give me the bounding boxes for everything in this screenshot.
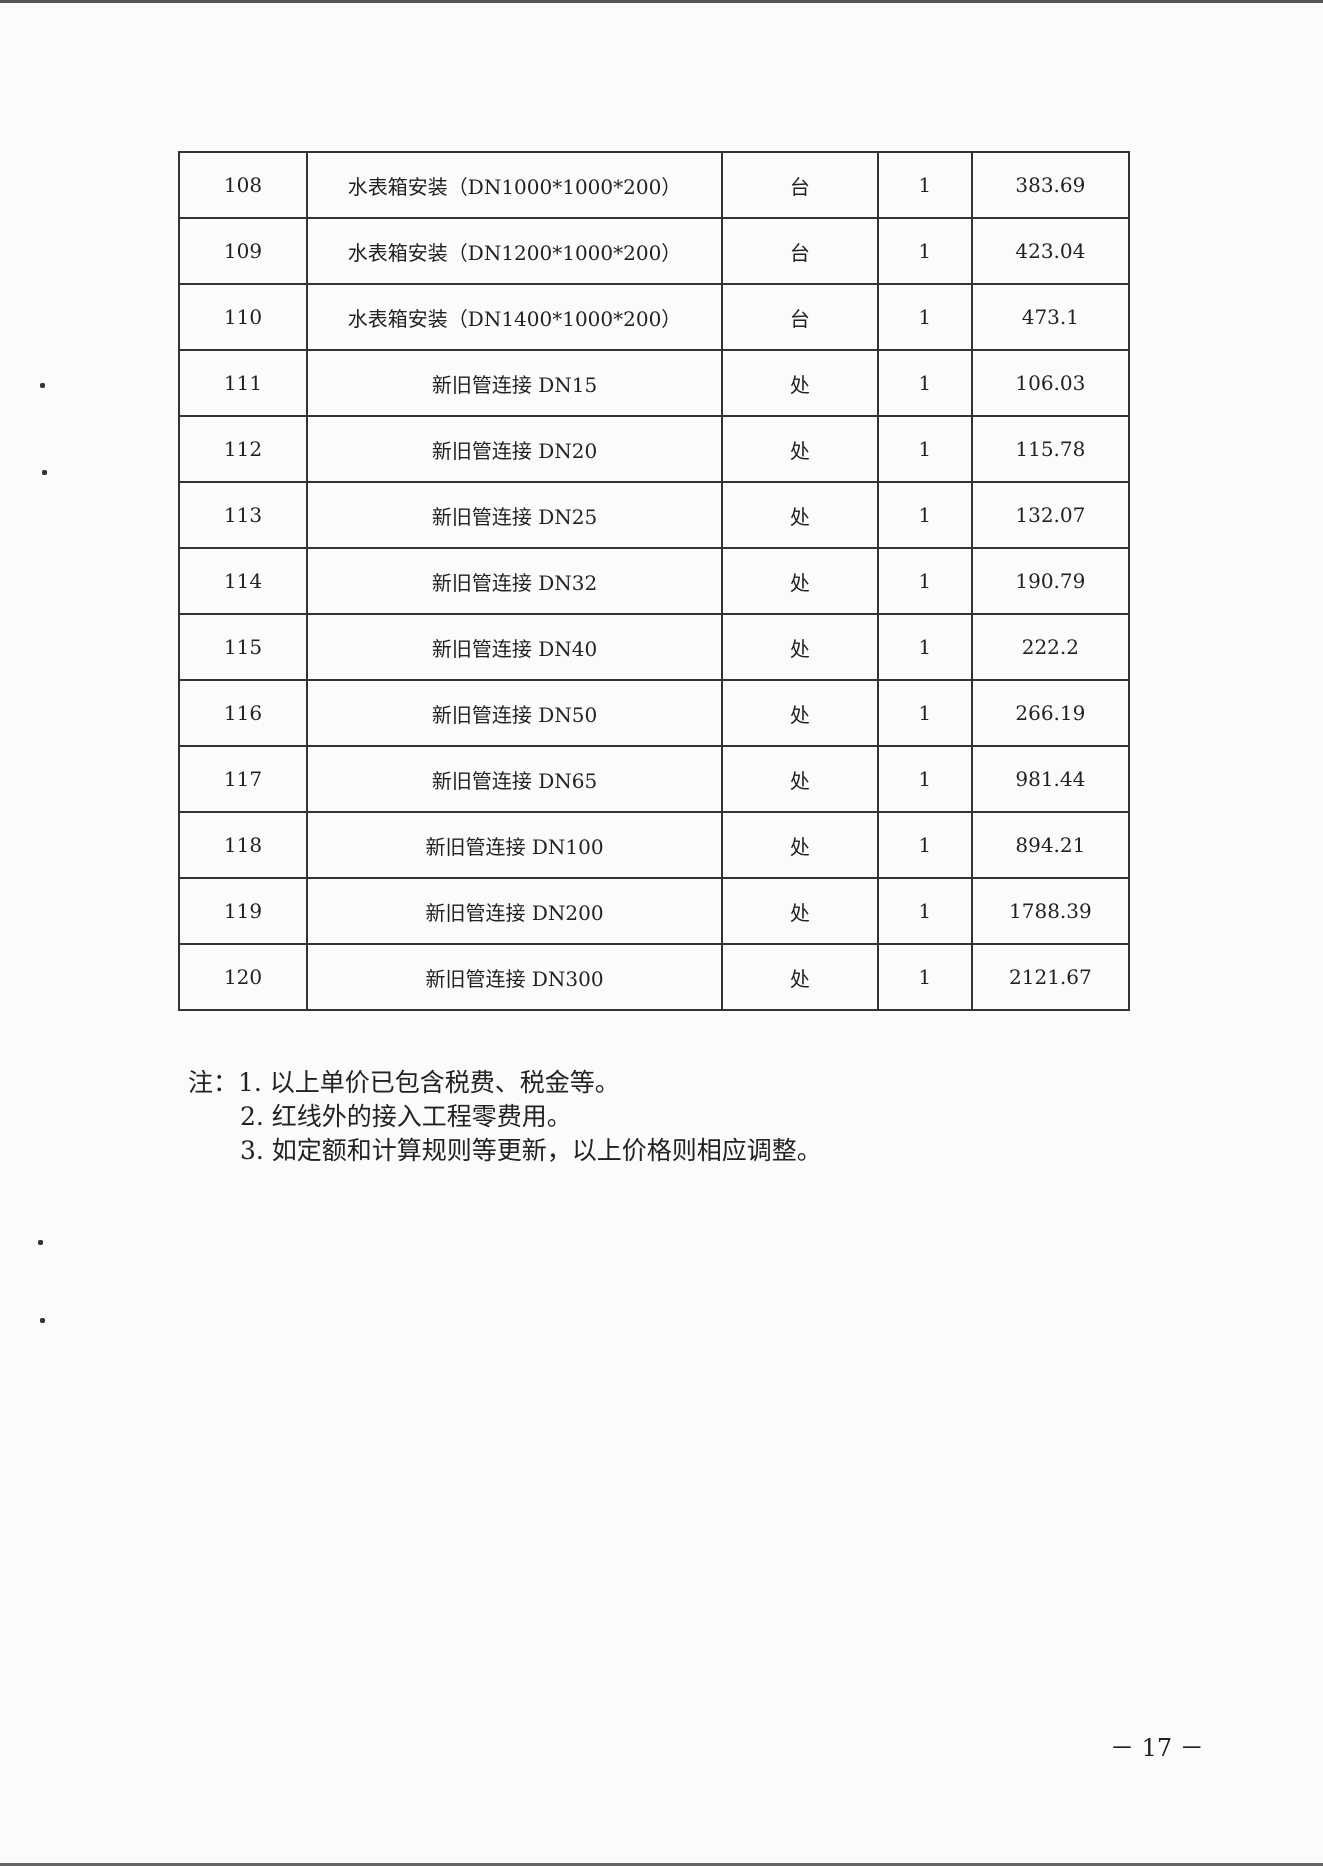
cell-item-no: 108 <box>177 151 309 219</box>
cell-quantity: 1 <box>876 745 973 813</box>
cell-unit-price: 2121.67 <box>970 943 1131 1011</box>
cell-item-name: 水表箱安装（DN1200*1000*200） <box>306 217 724 285</box>
cell-unit-price: 981.44 <box>970 745 1131 813</box>
cell-unit: 处 <box>721 943 879 1011</box>
table-row: 112 新旧管连接 DN20 处 1 115.78 <box>177 415 1131 483</box>
cell-item-name: 新旧管连接 DN25 <box>306 481 724 549</box>
cell-unit-price: 894.21 <box>970 811 1131 879</box>
binding-hole-mark <box>38 1240 43 1245</box>
cell-unit: 处 <box>721 547 879 615</box>
cell-quantity: 1 <box>876 943 973 1011</box>
cell-quantity: 1 <box>876 811 973 879</box>
table-row: 111 新旧管连接 DN15 处 1 106.03 <box>177 349 1131 417</box>
cell-item-no: 117 <box>177 745 309 813</box>
binding-hole-mark <box>40 383 45 388</box>
cell-quantity: 1 <box>876 547 973 615</box>
cell-unit: 处 <box>721 877 879 945</box>
table-row: 116 新旧管连接 DN50 处 1 266.19 <box>177 679 1131 747</box>
cell-unit: 处 <box>721 679 879 747</box>
cell-unit-price: 383.69 <box>970 151 1131 219</box>
cell-item-no: 109 <box>177 217 309 285</box>
cell-item-name: 新旧管连接 DN300 <box>306 943 724 1011</box>
cell-unit: 处 <box>721 811 879 879</box>
cell-unit: 处 <box>721 481 879 549</box>
cell-quantity: 1 <box>876 349 973 417</box>
cell-item-no: 110 <box>177 283 309 351</box>
cell-unit-price: 115.78 <box>970 415 1131 483</box>
cell-unit: 处 <box>721 349 879 417</box>
cell-unit-price: 190.79 <box>970 547 1131 615</box>
cell-unit: 台 <box>721 217 879 285</box>
cell-item-no: 112 <box>177 415 309 483</box>
cell-item-name: 水表箱安装（DN1000*1000*200） <box>306 151 724 219</box>
binding-hole-mark <box>42 470 47 475</box>
cell-item-name: 新旧管连接 DN40 <box>306 613 724 681</box>
table-row: 119 新旧管连接 DN200 处 1 1788.39 <box>177 877 1131 945</box>
cell-item-no: 120 <box>177 943 309 1011</box>
scan-bottom-edge <box>0 1863 1323 1866</box>
cell-unit: 台 <box>721 283 879 351</box>
cell-unit-price: 266.19 <box>970 679 1131 747</box>
cell-item-no: 113 <box>177 481 309 549</box>
cell-unit-price: 106.03 <box>970 349 1131 417</box>
table-row: 118 新旧管连接 DN100 处 1 894.21 <box>177 811 1131 879</box>
note-2: 2. 红线外的接入工程零费用。 <box>240 1102 572 1131</box>
cell-quantity: 1 <box>876 481 973 549</box>
cell-unit-price: 1788.39 <box>970 877 1131 945</box>
cell-item-name: 水表箱安装（DN1400*1000*200） <box>306 283 724 351</box>
scan-top-edge <box>0 0 1323 3</box>
cell-unit: 处 <box>721 415 879 483</box>
cell-item-name: 新旧管连接 DN50 <box>306 679 724 747</box>
cell-unit: 台 <box>721 151 879 219</box>
cell-item-no: 115 <box>177 613 309 681</box>
cell-quantity: 1 <box>876 415 973 483</box>
cell-item-no: 114 <box>177 547 309 615</box>
cell-unit: 处 <box>721 613 879 681</box>
cell-quantity: 1 <box>876 217 973 285</box>
cell-quantity: 1 <box>876 613 973 681</box>
binding-hole-mark <box>40 1318 45 1323</box>
cell-item-name: 新旧管连接 DN100 <box>306 811 724 879</box>
cell-item-no: 116 <box>177 679 309 747</box>
cell-unit-price: 423.04 <box>970 217 1131 285</box>
table-row: 110 水表箱安装（DN1400*1000*200）台 1 473.1 <box>177 283 1131 351</box>
notes: 注：1. 以上单价已包含税费、税金等。 2. 红线外的接入工程零费用。 3. 如… <box>188 1066 822 1168</box>
cell-unit-price: 132.07 <box>970 481 1131 549</box>
note-3: 3. 如定额和计算规则等更新，以上价格则相应调整。 <box>240 1136 822 1165</box>
note-1: 注：1. 以上单价已包含税费、税金等。 <box>188 1068 620 1097</box>
table-row: 113 新旧管连接 DN25 处 1 132.07 <box>177 481 1131 549</box>
cell-unit-price: 473.1 <box>970 283 1131 351</box>
cell-item-name: 新旧管连接 DN32 <box>306 547 724 615</box>
cell-item-name: 新旧管连接 DN20 <box>306 415 724 483</box>
cell-item-name: 新旧管连接 DN15 <box>306 349 724 417</box>
cell-quantity: 1 <box>876 877 973 945</box>
cell-quantity: 1 <box>876 679 973 747</box>
page-number: － 17 － <box>1110 1734 1204 1762</box>
table-row: 120 新旧管连接 DN300 处 1 2121.67 <box>177 943 1131 1011</box>
cell-quantity: 1 <box>876 151 973 219</box>
table-row: 114 新旧管连接 DN32 处 1 190.79 <box>177 547 1131 615</box>
price-table: 108 水表箱安装（DN1000*1000*200）台 1 383.69 109 水表箱安… <box>177 151 1131 1011</box>
cell-item-no: 118 <box>177 811 309 879</box>
table-row: 115 新旧管连接 DN40 处 1 222.2 <box>177 613 1131 681</box>
cell-unit-price: 222.2 <box>970 613 1131 681</box>
cell-quantity: 1 <box>876 283 973 351</box>
cell-item-no: 119 <box>177 877 309 945</box>
cell-item-name: 新旧管连接 DN200 <box>306 877 724 945</box>
cell-item-name: 新旧管连接 DN65 <box>306 745 724 813</box>
table-row: 117 新旧管连接 DN65 处 1 981.44 <box>177 745 1131 813</box>
table-row: 109 水表箱安装（DN1200*1000*200）台 1 423.04 <box>177 217 1131 285</box>
cell-item-no: 111 <box>177 349 309 417</box>
table-row: 108 水表箱安装（DN1000*1000*200）台 1 383.69 <box>177 151 1131 219</box>
cell-unit: 处 <box>721 745 879 813</box>
